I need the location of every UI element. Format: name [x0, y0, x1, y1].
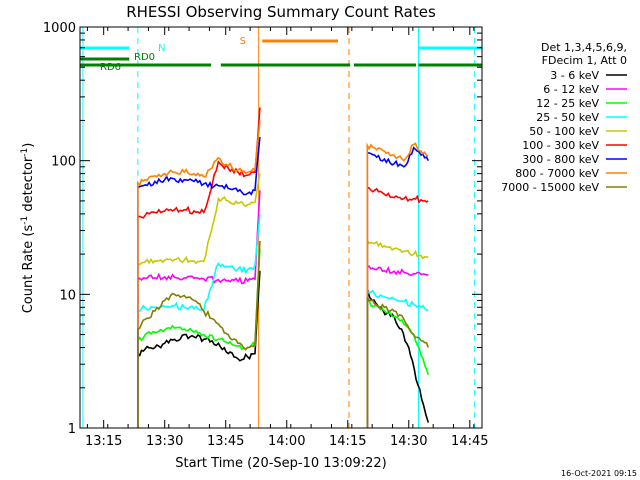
- x-tick-label: 13:30: [146, 434, 183, 449]
- legend: Det 1,3,4,5,6,9, FDecim 1, Att 0 3 - 6 k…: [501, 41, 627, 194]
- x-tick-label: 14:45: [451, 434, 488, 449]
- series-line: [366, 265, 429, 428]
- flag-label: RD6: [100, 62, 121, 73]
- y-axis-label-exponent: -1: [20, 216, 30, 225]
- series-line: [137, 213, 261, 428]
- x-tick-label: 13:15: [85, 434, 122, 449]
- series-line: [137, 107, 261, 428]
- series-line: [137, 137, 261, 428]
- y-tick-label: 1000: [43, 21, 76, 36]
- series-line: [366, 186, 429, 428]
- flag-label: S: [240, 36, 246, 47]
- x-tick-label: 14:15: [329, 434, 366, 449]
- y-axis-label-exponent: -1: [20, 148, 30, 157]
- series-line: [137, 120, 261, 428]
- flag-bars: N S RD0 RD6: [80, 36, 482, 73]
- y-axis-label-part: Count Rate (s: [21, 225, 36, 314]
- plot-frame: [79, 26, 483, 429]
- footer-timestamp: 16-Oct-2021 09:15: [561, 469, 637, 478]
- legend-entry-label: 6 - 12 keV: [543, 83, 599, 96]
- legend-entry-label: 12 - 25 keV: [536, 97, 599, 110]
- series-line: [137, 270, 261, 428]
- legend-entry-label: 25 - 50 keV: [536, 111, 599, 124]
- series-line: [366, 142, 429, 428]
- series-line: [137, 173, 261, 428]
- y-tick-label: 10: [59, 288, 76, 303]
- legend-entry-label: 7000 - 15000 keV: [501, 181, 599, 194]
- legend-entry-label: 800 - 7000 keV: [515, 167, 599, 180]
- series-line: [366, 238, 429, 428]
- y-axis-label: Count Rate (s-1 detector-1): [20, 143, 36, 314]
- series-line: [137, 248, 261, 428]
- series-line: [137, 241, 261, 428]
- x-tick-label: 14:00: [268, 434, 305, 449]
- y-tick-label: 1: [68, 422, 76, 437]
- legend-entry-label: 100 - 300 keV: [522, 139, 599, 152]
- y-axis-label-part: detector: [21, 156, 36, 216]
- legend-entry-label: 300 - 800 keV: [522, 153, 599, 166]
- legend-entry-label: 3 - 6 keV: [550, 69, 599, 82]
- series-line: [137, 190, 261, 428]
- legend-header-line: Det 1,3,4,5,6,9,: [541, 41, 627, 54]
- series-line: [366, 299, 430, 428]
- series-line: [366, 296, 430, 428]
- chart-title: RHESSI Observing Summary Count Rates: [126, 3, 436, 21]
- legend-entry-label: 50 - 100 keV: [529, 125, 599, 138]
- x-tick-label: 14:30: [390, 434, 427, 449]
- series-line: [366, 146, 430, 428]
- series-line: [366, 289, 429, 428]
- legend-header-line: FDecim 1, Att 0: [542, 54, 627, 67]
- y-axis-label-part: ): [21, 143, 36, 148]
- x-tick-label: 13:45: [207, 434, 244, 449]
- series-layer: [137, 107, 430, 428]
- y-tick-label: 100: [51, 155, 76, 170]
- flag-label: RD0: [134, 52, 155, 63]
- axis-ticks: 13:15 13:30 13:45 14:00 14:15 14:30 14:45 1 10 10…: [43, 21, 489, 449]
- x-axis-label: Start Time (20-Sep-10 13:09:22): [175, 456, 386, 471]
- flag-label: N: [158, 43, 165, 54]
